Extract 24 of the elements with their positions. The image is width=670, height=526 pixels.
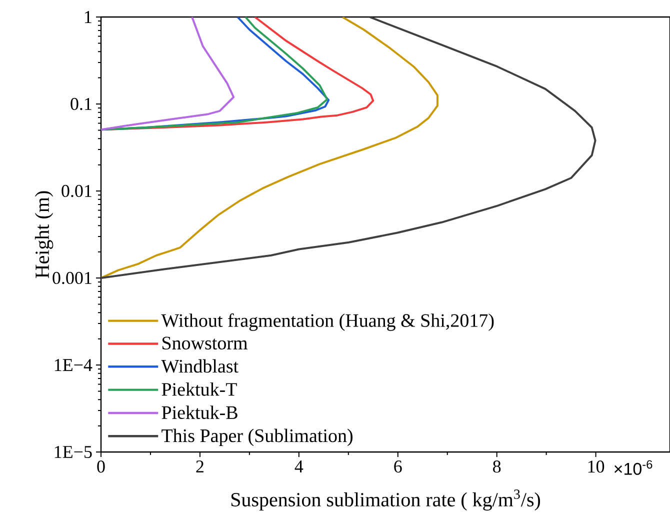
legend-label: Windblast	[161, 359, 238, 373]
x-tick-label: 10	[588, 460, 604, 473]
text: ×10$^{-6}$	[614, 460, 652, 475]
legend-label: This Paper (Sublimation)	[162, 428, 352, 446]
y-tick-label: 1E−4	[54, 359, 92, 371]
x-tick-label: 0	[97, 460, 105, 473]
x-tick-label: 8	[493, 460, 501, 473]
legend-label: Snowstorm	[162, 336, 248, 350]
x-tick-label: 6	[394, 460, 402, 473]
y-tick-label: 1	[85, 11, 92, 23]
y-tick-label: 0.1	[70, 98, 92, 110]
x-axis-title: Suspension sublimation rate ( kg/m$^{3}$/s)	[231, 490, 540, 511]
line-series	[101, 17, 438, 280]
y-tick-label: 0.01	[62, 184, 92, 198]
y-tick-label: 0.001	[52, 272, 92, 284]
legend-label: Piektuk-T	[162, 382, 237, 396]
x-tick-label: 2	[196, 460, 204, 472]
y-axis-title: Height (m)	[34, 191, 54, 278]
line-series	[101, 17, 596, 280]
line-series	[101, 17, 235, 131]
legend-label: Piektuk-B	[162, 406, 238, 420]
y-tick-label: 1E−5	[54, 446, 92, 458]
x-tick-label: 4	[294, 460, 304, 472]
legend-label: Without fragmentation (Huang & Shi,2017)	[161, 313, 494, 331]
